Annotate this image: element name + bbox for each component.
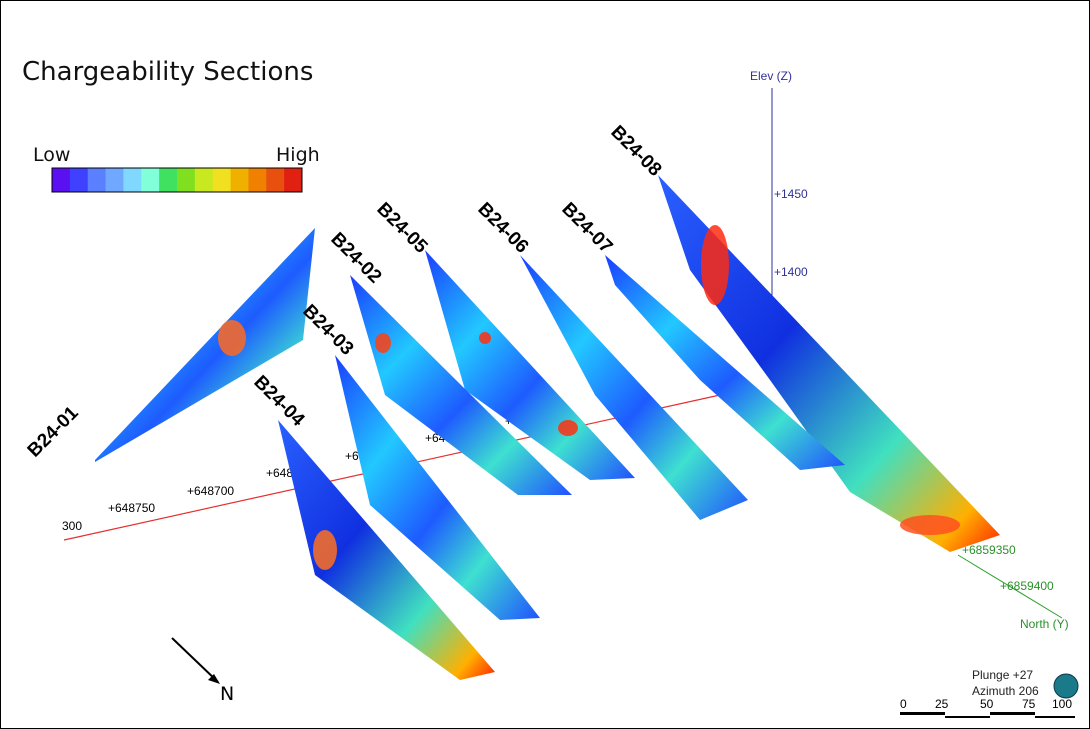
- azimuth: Azimuth 206: [972, 684, 1039, 698]
- northing-line: [957, 554, 1063, 619]
- legend-low: Low: [33, 144, 70, 166]
- color-swatch: [194, 168, 214, 192]
- north-arrow-head: [208, 674, 220, 684]
- color-swatch: [105, 168, 124, 192]
- easting-tick: +648: [266, 466, 293, 480]
- color-swatch: [248, 168, 267, 192]
- anomalies: [218, 225, 960, 570]
- easting-tick: +648700: [187, 484, 234, 498]
- north-arrow: [171, 637, 219, 683]
- color-swatch: [230, 168, 249, 192]
- section: [335, 355, 540, 620]
- section: [658, 175, 1000, 552]
- elevation-tick: +1400: [774, 265, 808, 279]
- easting-tick: +6: [345, 449, 359, 463]
- elevation-tick: +1450: [774, 187, 808, 201]
- scale-tick: 0: [900, 697, 907, 711]
- northing-label: North (Y): [1020, 617, 1069, 631]
- easting-tick: 300: [62, 519, 82, 533]
- color-bar: [51, 167, 303, 193]
- northing-tick: +6859400: [1000, 579, 1054, 593]
- color-swatch: [87, 168, 107, 192]
- section: [520, 255, 748, 520]
- section: [350, 275, 572, 495]
- title: Chargeability Sections: [22, 57, 313, 87]
- color-swatch: [177, 168, 196, 192]
- color-swatch: [212, 168, 232, 192]
- elevation-label: Elev (Z): [750, 69, 792, 83]
- easting-tick: +648750: [108, 501, 155, 515]
- section: [278, 420, 495, 680]
- section: [605, 255, 845, 470]
- color-swatch: [69, 168, 89, 192]
- scale-tick: 75: [1022, 697, 1036, 711]
- color-swatch: [52, 168, 71, 192]
- section: [95, 228, 315, 462]
- color-swatch: [159, 168, 178, 192]
- scale-tick: 100: [1052, 697, 1072, 711]
- color-swatch: [266, 168, 285, 192]
- sections: [95, 175, 1000, 680]
- northing-tick: +6859350: [962, 543, 1016, 557]
- plunge: Plunge +27: [972, 668, 1033, 682]
- color-swatch: [123, 168, 142, 192]
- section: [425, 250, 635, 480]
- color-swatch: [284, 168, 303, 192]
- north-label: N: [220, 683, 234, 705]
- globe: [1053, 673, 1079, 699]
- color-bar-border: [51, 167, 303, 193]
- scale-bar: [900, 712, 1075, 718]
- scale-tick: 50: [980, 697, 994, 711]
- scale-tick: 25: [935, 697, 949, 711]
- legend-high: High: [276, 144, 320, 166]
- color-swatch: [141, 168, 160, 192]
